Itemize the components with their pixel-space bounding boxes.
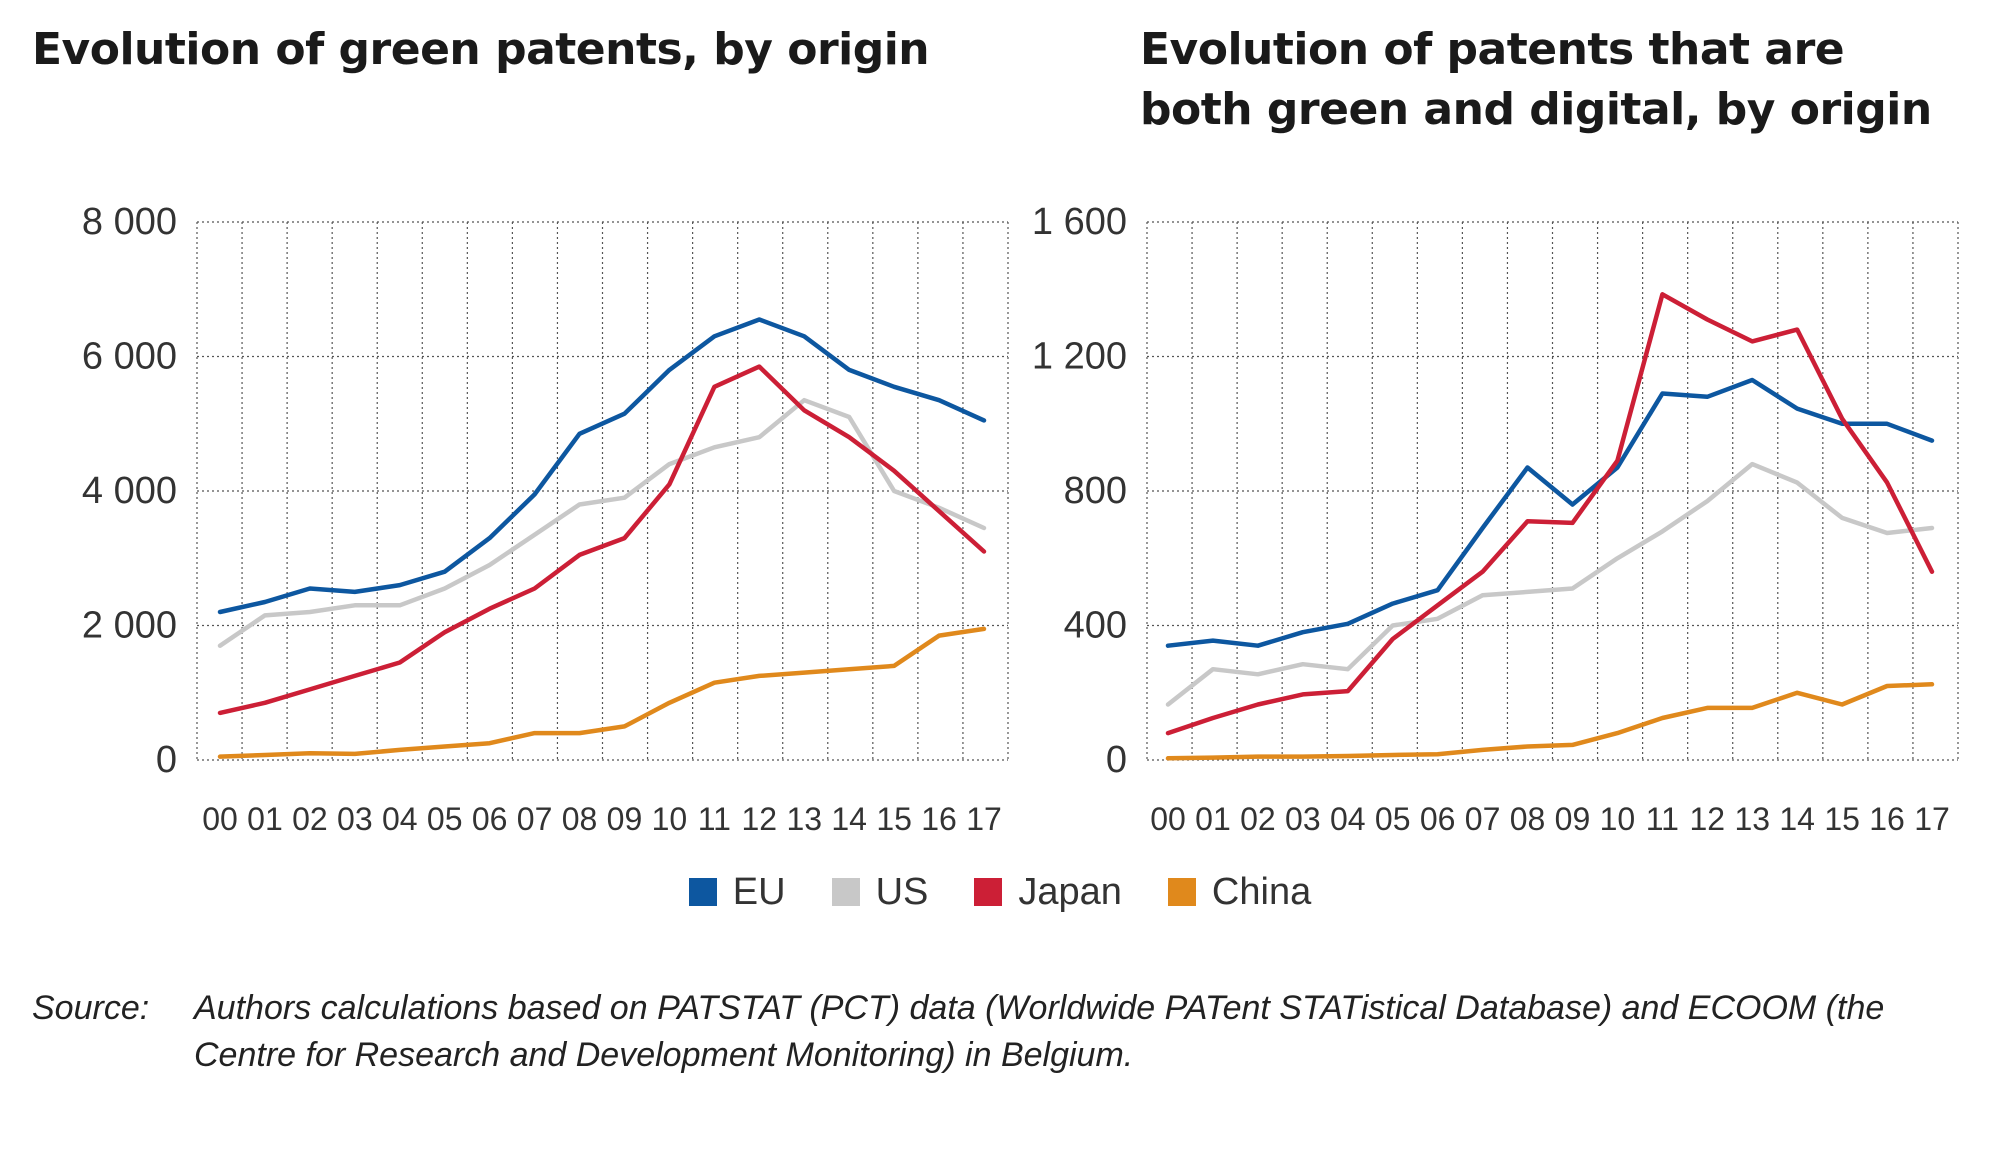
chart-green-digital: 0 400 800 1 200 1 600 00 01 02 03 04 05 06 07 08 09 10 1… [1032,201,1959,837]
x-tick-label-green-10: 10 [652,801,688,837]
x-tick-label-green-digital-16: 16 [1869,801,1905,837]
legend-label-eu: EU [732,870,786,913]
legend: EU US Japan China [0,868,2000,916]
x-tick-label-green-digital-09: 09 [1555,801,1591,837]
series-line-green-china [217,626,987,759]
legend-item-japan: Japan [974,871,1122,914]
y-tick-label-green-digital-3: 1 200 [1032,336,1127,378]
chart-title-right: Evolution of patents that are both green… [1140,24,1932,135]
x-tick-label-green-02: 02 [292,801,328,837]
y-tick-label-green-digital-4: 1 600 [1032,201,1127,243]
source-label: Source: [32,989,150,1027]
x-tick-label-green-13: 13 [786,801,822,837]
series-line-green-us [217,397,987,648]
x-tick-label-green-digital-10: 10 [1600,801,1636,837]
x-tick-label-green-07: 07 [517,801,553,837]
x-tick-label-green-01: 01 [247,801,283,837]
chart-green: 0 2 000 4 000 6 000 8 000 00 01 02 03 04 05 06 07 08 0… [82,201,1009,837]
y-tick-label-green-digital-0: 0 [1106,739,1127,781]
x-tick-label-green-digital-11: 11 [1646,801,1679,837]
x-tick-label-green-digital-00: 00 [1150,801,1186,837]
legend-label-japan: Japan [1018,870,1122,913]
series-line-green-japan [217,364,987,716]
x-tick-label-green-15: 15 [876,801,912,837]
x-tick-label-green-digital-15: 15 [1824,801,1860,837]
x-tick-label-green-digital-17: 17 [1914,801,1950,837]
x-tick-label-green-digital-12: 12 [1689,801,1725,837]
x-tick-label-green-06: 06 [472,801,508,837]
x-tick-label-green-00: 00 [202,801,238,837]
x-tick-label-green-digital-06: 06 [1420,801,1456,837]
x-tick-label-green-03: 03 [337,801,373,837]
x-tick-label-green-digital-01: 01 [1195,801,1231,837]
legend-swatch-us [831,878,860,906]
x-tick-label-green-17: 17 [966,801,1002,837]
y-tick-label-green-4: 8 000 [82,201,177,243]
y-tick-label-green-digital-2: 800 [1064,470,1127,512]
series-line-green-eu [217,317,987,615]
x-tick-label-green-digital-05: 05 [1375,801,1411,837]
series-line-green-digital-china [1165,682,1935,761]
source-text: Authors calculations based on PATSTAT (P… [194,989,1885,1074]
x-tick-label-green-16: 16 [921,801,957,837]
x-tick-label-green-digital-07: 07 [1465,801,1501,837]
x-tick-label-green-14: 14 [831,801,867,837]
y-tick-label-green-0: 0 [156,739,177,781]
x-tick-label-green-digital-08: 08 [1510,801,1546,837]
legend-swatch-eu [688,878,717,906]
source-note: Source: Authors calculations based on PA… [32,985,1972,1079]
series-line-green-digital-us [1165,461,1935,707]
x-tick-label-green-digital-02: 02 [1240,801,1276,837]
legend-label-us: US [875,870,929,913]
legend-swatch-china [1167,878,1196,906]
x-tick-label-green-digital-03: 03 [1285,801,1321,837]
x-tick-label-green-digital-13: 13 [1734,801,1770,837]
series-line-green-digital-japan [1165,292,1935,736]
x-tick-label-green-11: 11 [698,801,731,837]
x-tick-label-green-09: 09 [607,801,643,837]
x-tick-label-green-04: 04 [382,801,418,837]
legend-label-china: China [1211,870,1312,913]
x-tick-label-green-08: 08 [562,801,598,837]
series-line-green-digital-eu [1165,377,1935,648]
y-tick-label-green-digital-1: 400 [1064,605,1127,647]
y-tick-label-green-1: 2 000 [82,605,177,647]
x-tick-label-green-digital-14: 14 [1779,801,1815,837]
x-tick-label-green-digital-04: 04 [1330,801,1366,837]
legend-item-china: China [1167,870,1312,914]
legend-swatch-japan [974,878,1003,906]
y-tick-label-green-3: 6 000 [82,336,177,378]
y-tick-label-green-2: 4 000 [82,470,177,512]
x-tick-label-green-05: 05 [427,801,463,837]
chart-title-left: Evolution of green patents, by origin [32,24,930,75]
legend-item-eu: EU [688,870,786,914]
legend-item-us: US [831,870,929,914]
x-tick-label-green-12: 12 [741,801,777,837]
